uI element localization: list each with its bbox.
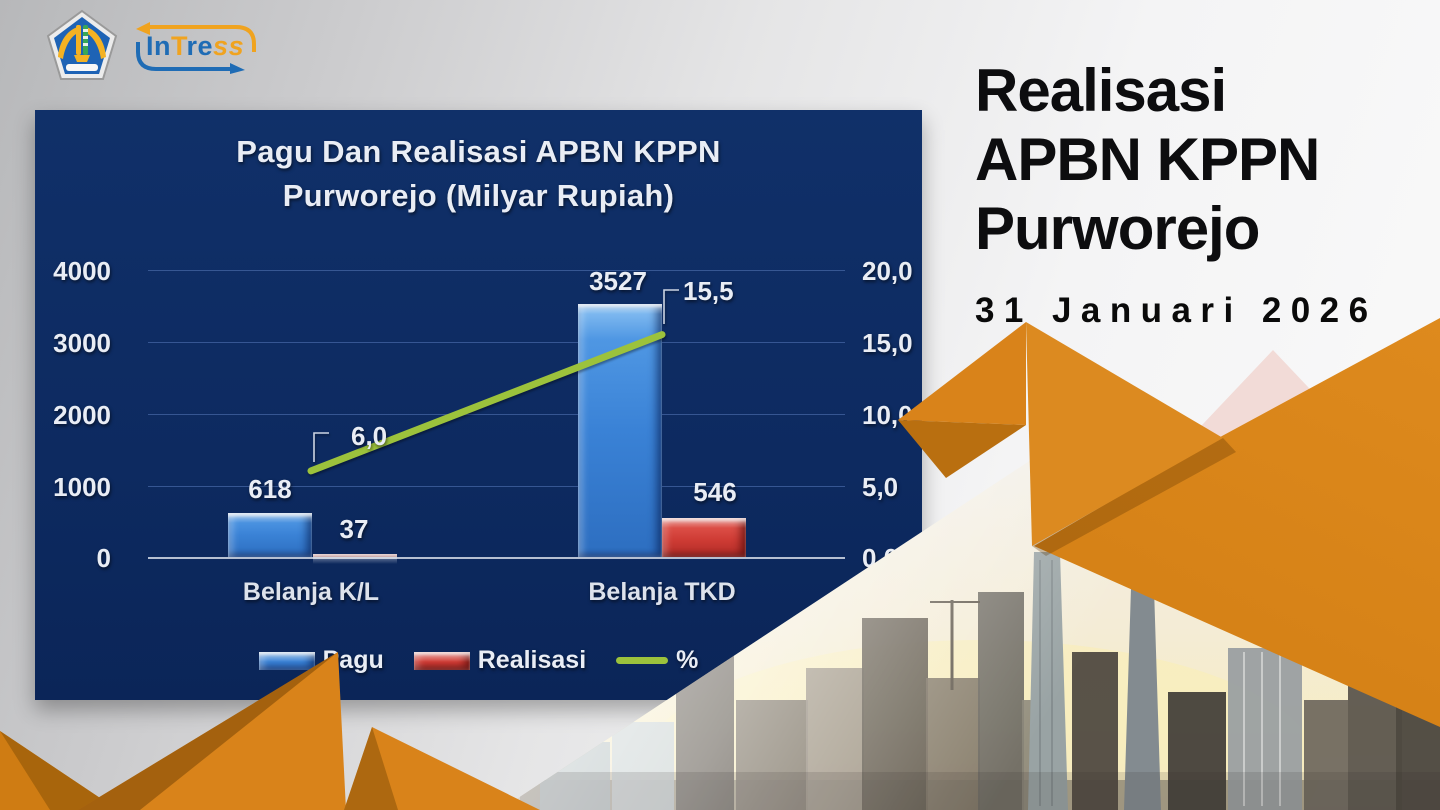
legend-item-pagu: Pagu xyxy=(258,646,384,675)
chart-title-line2: Purworejo (Milyar Rupiah) xyxy=(282,178,675,213)
legend-label-realisasi: Realisasi xyxy=(477,646,587,674)
gridline-3000 xyxy=(148,342,845,343)
slide-title-line1: Realisasi xyxy=(975,57,1227,124)
category-label-belanja-tkd: Belanja TKD xyxy=(588,578,736,606)
gridline-2000 xyxy=(148,414,845,415)
callout-bracket-6 xyxy=(313,432,329,462)
kemenkeu-logo xyxy=(46,9,118,80)
percent-line-chart xyxy=(307,289,679,475)
value-label-pagu-tkd: 3527 xyxy=(589,266,647,296)
value-label-realisasi-tkd: 546 xyxy=(693,477,737,507)
y-right-tick: 20,0 xyxy=(862,256,913,286)
category-label-belanja-kl: Belanja K/L xyxy=(242,578,380,606)
callout-bracket-15 xyxy=(663,289,679,324)
axis-baseline xyxy=(148,557,845,559)
percent-line xyxy=(307,331,666,475)
bar-realisasi-belanja-kl xyxy=(313,554,397,564)
legend-marker-pagu xyxy=(258,651,315,670)
gridline-4000 xyxy=(148,270,845,271)
legend-label-pagu: Pagu xyxy=(322,646,384,674)
gridline-1000 xyxy=(148,486,845,487)
legend-marker-realisasi xyxy=(413,651,470,670)
chart-title-line1: Pagu Dan Realisasi APBN KPPN xyxy=(236,134,721,169)
intress-logo-frame xyxy=(136,22,256,74)
y-right-tick: 5,0 xyxy=(862,472,899,502)
legend-item-percent: % xyxy=(616,646,698,675)
chart-panel: Pagu Dan Realisasi APBN KPPN Purworejo (… xyxy=(35,110,922,700)
slide-title-line3: Purworejo xyxy=(975,195,1260,262)
legend-item-realisasi: Realisasi xyxy=(413,646,587,675)
value-label-pagu-kl: 618 xyxy=(248,474,292,504)
bar-pagu-belanja-tkd xyxy=(578,303,662,557)
intress-logo-text: InTress xyxy=(146,31,245,61)
chart-title: Pagu Dan Realisasi APBN KPPN Purworejo (… xyxy=(35,130,922,218)
y-left-tick: 2000 xyxy=(53,400,111,430)
slide-title-line2: APBN KPPN xyxy=(975,126,1320,193)
y-left-tick: 1000 xyxy=(53,472,111,502)
value-label-pct-kl: 6,0 xyxy=(351,421,388,451)
legend-marker-percent xyxy=(616,657,669,664)
bar-realisasi-belanja-tkd xyxy=(662,517,746,557)
value-label-realisasi-kl: 37 xyxy=(339,514,369,544)
y-left-tick: 0 xyxy=(96,543,111,573)
value-label-pct-tkd: 15,5 xyxy=(683,276,734,306)
slide-title: Realisasi APBN KPPN Purworejo xyxy=(975,56,1415,263)
bar-pagu-belanja-kl xyxy=(228,512,312,557)
y-left-tick: 3000 xyxy=(53,328,111,358)
slide-subtitle-date: 31 Januari 2026 xyxy=(975,291,1378,330)
intress-logo: InTress xyxy=(132,22,260,74)
y-left-tick: 4000 xyxy=(53,256,111,286)
legend-label-percent: % xyxy=(676,646,699,674)
